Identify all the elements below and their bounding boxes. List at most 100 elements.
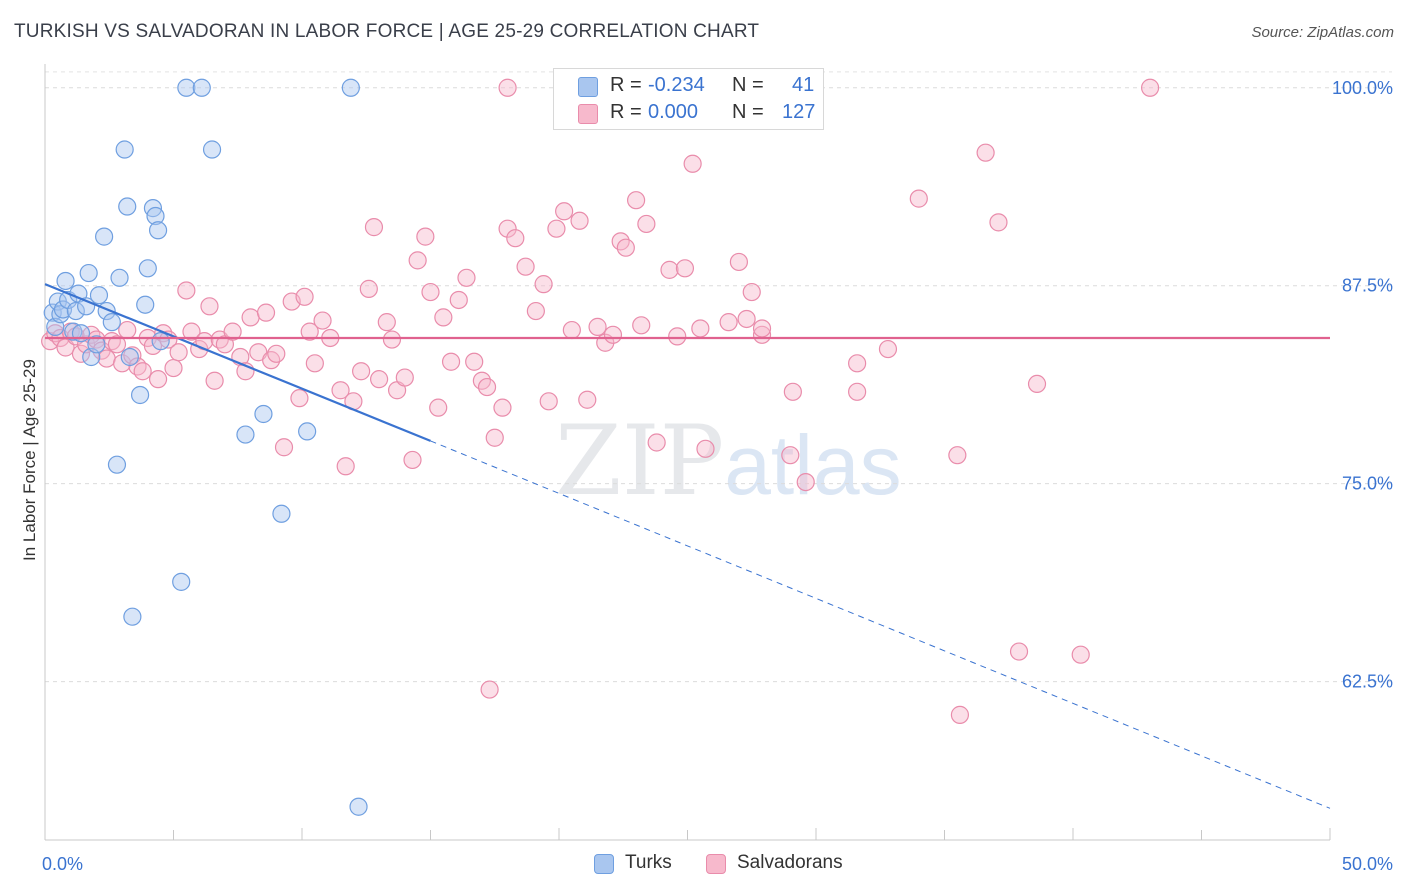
- data-point: [637, 214, 656, 234]
- y-tick-label: 75.0%: [1342, 474, 1393, 494]
- data-point: [416, 227, 435, 246]
- data-point: [359, 279, 378, 298]
- legend-r-label: R =: [610, 74, 642, 96]
- y-tick-label: 62.5%: [1342, 672, 1393, 692]
- data-point: [1140, 78, 1160, 97]
- data-point: [465, 352, 484, 371]
- data-point: [298, 422, 317, 441]
- trend-extension-turks: [430, 440, 1331, 809]
- x-tick-label-max: 50.0%: [1342, 854, 1393, 874]
- data-point: [647, 433, 666, 452]
- data-point: [43, 303, 62, 322]
- data-point: [118, 320, 137, 340]
- data-point: [192, 78, 211, 97]
- data-point: [534, 275, 553, 294]
- data-point: [421, 282, 440, 302]
- data-point: [783, 382, 802, 401]
- data-point: [87, 330, 106, 349]
- data-point: [146, 206, 165, 226]
- data-point: [130, 385, 150, 405]
- data-point: [395, 368, 414, 387]
- data-point: [989, 213, 1008, 232]
- data-point: [148, 370, 168, 389]
- data-point: [51, 305, 70, 324]
- data-point: [498, 78, 517, 97]
- data-point: [64, 322, 83, 341]
- data-point: [449, 290, 468, 310]
- data-point: [107, 335, 127, 354]
- data-point: [305, 354, 324, 373]
- data-point: [848, 354, 867, 373]
- data-point: [290, 389, 309, 408]
- data-point: [169, 343, 188, 362]
- data-point: [89, 286, 109, 305]
- data-point: [336, 457, 355, 476]
- data-point: [1027, 374, 1047, 394]
- data-point: [498, 219, 517, 238]
- data-point: [506, 229, 525, 248]
- trend-line-turks: [44, 283, 431, 442]
- data-point: [950, 705, 970, 724]
- data-point: [110, 268, 129, 287]
- data-point: [1009, 642, 1029, 661]
- data-point: [274, 438, 294, 457]
- data-point: [382, 330, 402, 349]
- data-point: [632, 316, 651, 335]
- legend-swatch-turks: [594, 854, 614, 874]
- data-point: [133, 362, 152, 381]
- data-point: [578, 390, 597, 409]
- data-point: [547, 219, 566, 238]
- chart-title: TURKISH VS SALVADORAN IN LABOR FORCE | A…: [14, 21, 760, 42]
- legend-n-label: N =: [732, 101, 764, 123]
- data-point: [364, 218, 384, 237]
- data-point: [691, 319, 710, 338]
- data-point: [202, 140, 222, 159]
- series-salvadorans: [41, 78, 1160, 724]
- data-point: [457, 268, 476, 287]
- data-point: [948, 446, 967, 465]
- data-point: [87, 335, 106, 354]
- data-point: [429, 398, 448, 417]
- x-tick-labels: 0.0% 50.0%: [42, 854, 1393, 874]
- legend-r-label: R =: [610, 101, 642, 123]
- data-point: [256, 303, 276, 322]
- data-point: [172, 572, 191, 591]
- data-point: [370, 370, 389, 389]
- data-point: [742, 282, 761, 302]
- legend-r-value: -0.234: [648, 74, 705, 96]
- data-point: [729, 252, 749, 272]
- data-point: [485, 428, 504, 447]
- series-turks: [43, 78, 368, 816]
- data-point: [236, 425, 255, 444]
- data-point: [136, 295, 155, 314]
- source-note: Source: ZipAtlas.com: [1251, 24, 1394, 41]
- data-point: [660, 260, 679, 279]
- legend-n-value: 41: [792, 74, 815, 96]
- watermark-zip: ZIP: [555, 405, 725, 517]
- data-point: [626, 191, 646, 210]
- data-point: [976, 143, 995, 162]
- series-legend: Turks Salvadorans: [0, 850, 1406, 880]
- legend-label-turks: Turks: [625, 852, 672, 873]
- data-point: [223, 322, 242, 341]
- data-point: [102, 313, 121, 332]
- correlation-legend: R = -0.234 N = 41 R = 0.000 N = 127: [553, 68, 824, 130]
- data-point: [675, 259, 695, 278]
- data-point: [719, 313, 738, 332]
- data-point: [71, 324, 91, 343]
- data-point: [403, 450, 422, 470]
- data-point: [177, 78, 196, 97]
- data-point: [79, 263, 98, 283]
- data-point: [752, 319, 772, 338]
- data-point: [66, 301, 85, 321]
- legend-n-label: N =: [732, 74, 764, 96]
- data-point: [118, 197, 137, 216]
- data-point: [300, 322, 319, 341]
- data-point: [97, 349, 116, 368]
- watermark: ZIPatlas: [555, 405, 902, 517]
- data-point: [588, 317, 607, 336]
- data-point: [539, 392, 558, 411]
- legend-swatch-salvadorans: [706, 854, 726, 874]
- data-point: [295, 287, 314, 306]
- data-point: [95, 227, 114, 246]
